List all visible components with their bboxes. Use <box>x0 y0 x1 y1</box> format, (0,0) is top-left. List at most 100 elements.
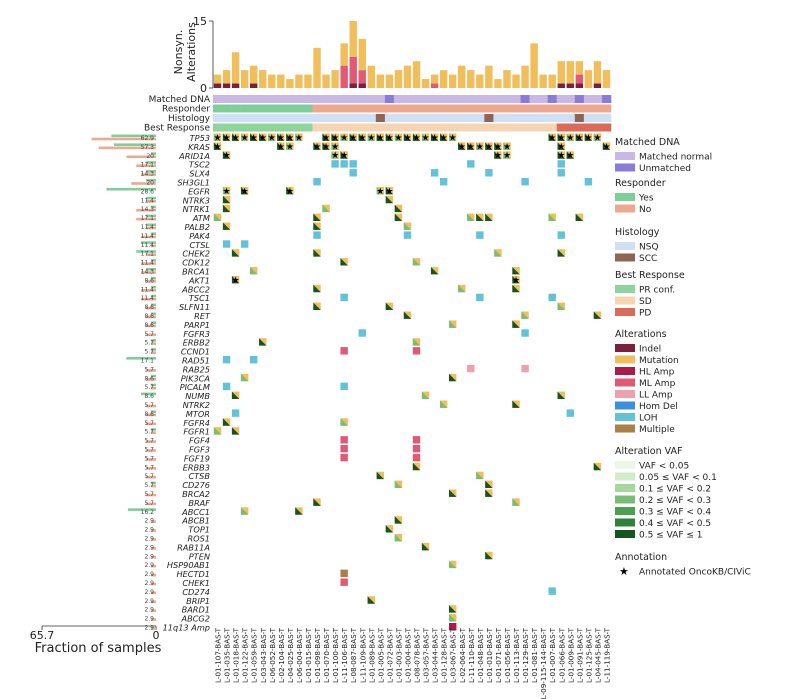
annotation-cell <box>240 104 250 113</box>
vaf-triangle <box>222 186 231 195</box>
annotation-cell <box>267 114 277 122</box>
top-bar-indel <box>222 83 231 88</box>
top-bar-mutation <box>575 61 584 75</box>
annotation-cell <box>529 123 539 132</box>
oncokb-star: ★ <box>557 133 565 143</box>
left-bar-responder <box>150 374 156 378</box>
annotation-cell <box>249 95 259 103</box>
gene-label: FGF3 <box>189 445 210 455</box>
vaf-triangle <box>213 142 222 150</box>
annotation-cell <box>520 123 530 132</box>
annotation-cell <box>285 123 295 132</box>
left-bar-value-label: 5.7 <box>144 349 154 356</box>
oncokb-star: ★ <box>557 142 565 152</box>
legend-item-label: Annotated OncoKB/CIViC <box>639 568 751 578</box>
annotation-cell <box>556 114 567 122</box>
alteration-cell <box>340 293 348 302</box>
annotation-cell <box>312 104 322 113</box>
alteration-cell <box>385 525 394 533</box>
left-bar-nonresponder <box>141 297 156 301</box>
oncokb-star: ★ <box>575 133 583 143</box>
vaf-triangle <box>213 133 222 141</box>
annotation-cell <box>357 123 368 132</box>
annotation-track-label: Responder <box>162 105 210 115</box>
left-bar-value-label: 17.1 <box>141 215 155 222</box>
annotation-cell <box>592 95 603 103</box>
legend-item-label: Yes <box>638 194 654 204</box>
oncokb-star: ★ <box>385 187 393 197</box>
annotation-cell <box>475 123 485 132</box>
left-bar-responder <box>111 134 156 138</box>
sample-label: L-02-064-BAS-T <box>458 627 467 683</box>
vaf-triangle <box>249 267 258 275</box>
alteration-cell <box>231 249 240 257</box>
left-bar-nonresponder <box>146 253 156 256</box>
vaf-triangle <box>313 302 321 311</box>
oncokb-star: ★ <box>286 187 294 197</box>
legend-item-label: 0.3 ≤ VAF < 0.4 <box>639 508 711 518</box>
legend-item-label: VAF < 0.05 <box>639 462 689 472</box>
left-bar-nonresponder <box>150 547 156 550</box>
gene-label: CD274 <box>182 587 210 597</box>
oncokb-star: ★ <box>394 133 402 143</box>
vaf-triangle <box>259 338 267 346</box>
alteration-cell <box>485 169 493 177</box>
top-bar-mutation <box>476 74 484 88</box>
annotation-cell <box>321 104 331 113</box>
alteration-cell <box>593 462 602 471</box>
alteration-cell <box>394 213 403 222</box>
vaf-triangle <box>448 560 457 569</box>
gene-label: NUMB <box>185 391 210 401</box>
gene-label: ROS1 <box>187 534 210 544</box>
alteration-cell <box>458 142 466 150</box>
annotation-cell <box>267 123 277 132</box>
annotation-cell <box>213 123 223 132</box>
alteration-cell <box>566 409 575 417</box>
sample-label: L-01-035-BAS-T <box>223 627 232 683</box>
alteration-grid: ★ ★ ★ ★ ★ ★ ★ ★ ★ ★ ★ ★ ★ ★ ★ ★ ★ ★ ★ ★ ★ ★ ★ ★ ★ ★ ★ ★ ★ ★ ★★ ★ ★ ★ ★ ★ ★ ★ ★… <box>213 133 611 631</box>
annotation-cell <box>240 114 250 122</box>
top-bar-mutation <box>295 74 303 88</box>
oncokb-star: ★ <box>449 133 457 143</box>
left-bar-responder <box>146 223 156 227</box>
gene-label: NTRK1 <box>183 204 210 214</box>
vaf-triangle <box>448 614 457 622</box>
sample-label: L-06-052-BAS-T <box>268 627 277 683</box>
top-bar-mutation <box>268 74 276 88</box>
annotation-cell <box>267 95 277 103</box>
vaf-triangle <box>213 213 222 222</box>
vaf-triangle <box>231 391 240 400</box>
annotation-cell <box>330 114 340 122</box>
left-bar-nonresponder <box>150 573 156 577</box>
alteration-cell <box>394 534 403 542</box>
left-bar-nonresponder <box>146 475 156 479</box>
top-bar-mutation <box>584 70 593 88</box>
left-bar-nonresponder <box>150 351 156 354</box>
sample-label: L-01-072-BAS-T <box>385 627 394 683</box>
legend-item-label: Matched normal <box>639 153 712 163</box>
left-bar-nonresponder <box>150 431 156 434</box>
gene-label: CCND1 <box>181 347 210 357</box>
vaf-triangle <box>485 213 493 222</box>
alteration-cell <box>503 142 511 150</box>
annotation-cell <box>565 104 576 113</box>
left-bar-nonresponder <box>150 520 156 523</box>
left-bar-value-label: 2.9 <box>144 616 154 623</box>
top-bar-mutation <box>358 38 366 71</box>
left-bar-responder <box>150 312 156 316</box>
legend-swatch <box>615 344 635 352</box>
annotation-cell <box>448 104 458 113</box>
vaf-triangle <box>367 133 376 141</box>
vaf-triangle <box>503 151 511 159</box>
vaf-triangle <box>313 249 321 257</box>
vaf-triangle <box>485 551 493 560</box>
alteration-cell <box>476 231 484 239</box>
annotation-cell <box>321 123 331 132</box>
top-bar-amp <box>430 83 439 88</box>
annotation-cell <box>466 104 476 113</box>
sample-label: L-01-066-BAS-T <box>557 627 566 683</box>
sample-label: L-11-106-BAS-T <box>340 627 349 683</box>
annotation-cell <box>339 114 349 122</box>
annotation-cell <box>384 95 395 103</box>
